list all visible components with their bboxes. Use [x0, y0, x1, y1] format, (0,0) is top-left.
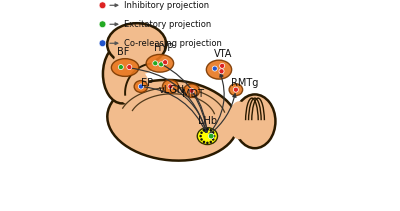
Circle shape	[206, 128, 209, 131]
Ellipse shape	[107, 80, 238, 161]
Circle shape	[220, 63, 225, 68]
Circle shape	[99, 2, 106, 9]
FancyArrowPatch shape	[193, 93, 208, 132]
Text: VTA: VTA	[214, 49, 232, 59]
Text: Co-releasing projection: Co-releasing projection	[124, 39, 222, 48]
Ellipse shape	[228, 101, 250, 139]
FancyArrowPatch shape	[110, 23, 118, 26]
Circle shape	[210, 141, 212, 143]
Circle shape	[99, 21, 106, 28]
FancyArrowPatch shape	[110, 4, 118, 7]
Ellipse shape	[197, 128, 218, 145]
Circle shape	[159, 62, 164, 67]
FancyArrowPatch shape	[209, 73, 224, 134]
Ellipse shape	[134, 81, 148, 92]
FancyArrowPatch shape	[128, 68, 207, 132]
Ellipse shape	[184, 84, 200, 97]
FancyArrowPatch shape	[110, 42, 118, 45]
Circle shape	[210, 129, 212, 131]
Text: MDT: MDT	[182, 89, 204, 99]
Circle shape	[212, 131, 214, 134]
Ellipse shape	[146, 54, 174, 72]
FancyArrowPatch shape	[173, 88, 207, 132]
FancyArrowPatch shape	[162, 65, 208, 132]
Circle shape	[212, 66, 217, 71]
Circle shape	[163, 60, 168, 65]
Ellipse shape	[234, 95, 276, 148]
Text: LHb: LHb	[198, 116, 217, 126]
FancyArrowPatch shape	[144, 87, 206, 132]
Ellipse shape	[162, 80, 178, 93]
Circle shape	[153, 61, 158, 66]
Text: RMTg: RMTg	[231, 78, 258, 88]
Circle shape	[200, 131, 203, 134]
Ellipse shape	[130, 44, 156, 74]
Text: Inhibitory projection: Inhibitory projection	[124, 1, 209, 10]
Circle shape	[206, 142, 209, 144]
Text: vLGN: vLGN	[158, 85, 184, 95]
Circle shape	[203, 141, 205, 143]
Ellipse shape	[107, 23, 166, 65]
Text: HYP: HYP	[154, 43, 173, 53]
Circle shape	[219, 69, 224, 74]
Ellipse shape	[116, 68, 149, 106]
Circle shape	[212, 138, 214, 141]
Circle shape	[118, 65, 124, 70]
Text: Excitatory projection: Excitatory projection	[124, 20, 211, 29]
Circle shape	[138, 84, 144, 89]
FancyArrowPatch shape	[210, 94, 236, 134]
Circle shape	[99, 40, 106, 47]
Circle shape	[233, 87, 238, 92]
Ellipse shape	[114, 49, 143, 78]
Ellipse shape	[111, 59, 139, 76]
Ellipse shape	[229, 84, 243, 96]
Circle shape	[199, 135, 202, 137]
Text: BF: BF	[117, 47, 129, 57]
Circle shape	[200, 138, 203, 141]
Circle shape	[208, 133, 214, 139]
Circle shape	[189, 88, 194, 93]
Ellipse shape	[206, 60, 232, 79]
Ellipse shape	[103, 44, 141, 103]
Circle shape	[203, 129, 205, 131]
Circle shape	[213, 135, 216, 137]
Circle shape	[127, 65, 132, 70]
Text: EP: EP	[141, 78, 153, 88]
Circle shape	[168, 84, 173, 89]
